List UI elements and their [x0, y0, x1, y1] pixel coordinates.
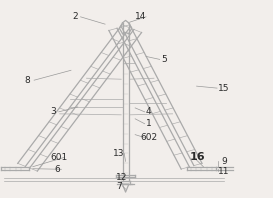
- Text: 9: 9: [221, 157, 227, 166]
- Text: 601: 601: [50, 153, 67, 162]
- Text: 11: 11: [218, 167, 230, 176]
- Text: 4: 4: [146, 107, 152, 116]
- Text: 15: 15: [218, 84, 230, 93]
- Text: 13: 13: [113, 149, 124, 158]
- Text: 2: 2: [72, 12, 78, 21]
- Text: 1: 1: [146, 119, 152, 128]
- Text: 7: 7: [116, 182, 122, 191]
- Text: 12: 12: [116, 173, 127, 182]
- Text: 14: 14: [135, 12, 146, 21]
- Text: 602: 602: [140, 133, 157, 142]
- Text: 5: 5: [161, 55, 167, 64]
- Text: 3: 3: [50, 107, 56, 116]
- Text: 8: 8: [24, 76, 30, 85]
- Text: 6: 6: [54, 165, 60, 174]
- Text: 16: 16: [190, 152, 206, 162]
